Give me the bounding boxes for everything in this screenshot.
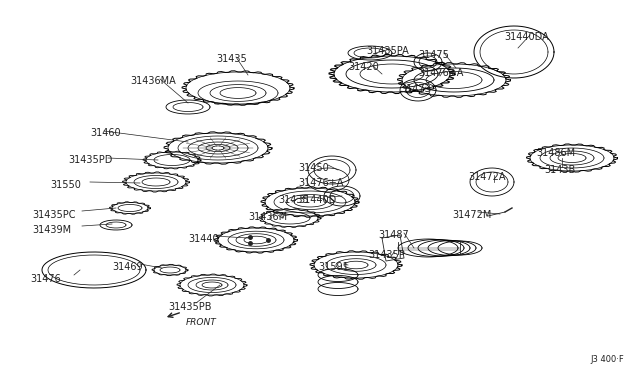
Text: 31473: 31473 (400, 84, 431, 94)
Text: 31476: 31476 (30, 274, 61, 284)
Text: J3 400·F: J3 400·F (590, 355, 624, 364)
Text: 31440DA: 31440DA (504, 32, 548, 42)
Text: 31435PA: 31435PA (366, 46, 409, 56)
Text: 31476+A: 31476+A (298, 178, 344, 188)
Text: 31420: 31420 (348, 62, 379, 72)
Text: 31550: 31550 (50, 180, 81, 190)
Text: 31436M: 31436M (248, 212, 287, 222)
Text: 31476+A: 31476+A (418, 68, 463, 78)
Text: FRONT: FRONT (186, 318, 217, 327)
Text: 31435: 31435 (216, 54, 247, 64)
Text: 31439M: 31439M (32, 225, 71, 235)
Text: 31591: 31591 (318, 262, 349, 272)
Text: 31486M: 31486M (536, 148, 575, 158)
Text: 31436MA: 31436MA (130, 76, 176, 86)
Text: 31469: 31469 (112, 262, 143, 272)
Text: 31440D: 31440D (298, 195, 336, 205)
Text: 31435PB: 31435PB (168, 302, 211, 312)
Text: 31440: 31440 (188, 234, 219, 244)
Text: 31472A: 31472A (468, 172, 506, 182)
Text: 31435: 31435 (278, 195, 308, 205)
Text: 31435PD: 31435PD (68, 155, 113, 165)
Text: 31435P: 31435P (368, 250, 404, 260)
Text: 31487: 31487 (378, 230, 409, 240)
Text: 31435PC: 31435PC (32, 210, 76, 220)
Text: 31472M: 31472M (452, 210, 492, 220)
Text: 31460: 31460 (90, 128, 120, 138)
Text: 31475: 31475 (418, 50, 449, 60)
Text: 3143B: 3143B (544, 165, 575, 175)
Text: 31450: 31450 (298, 163, 329, 173)
